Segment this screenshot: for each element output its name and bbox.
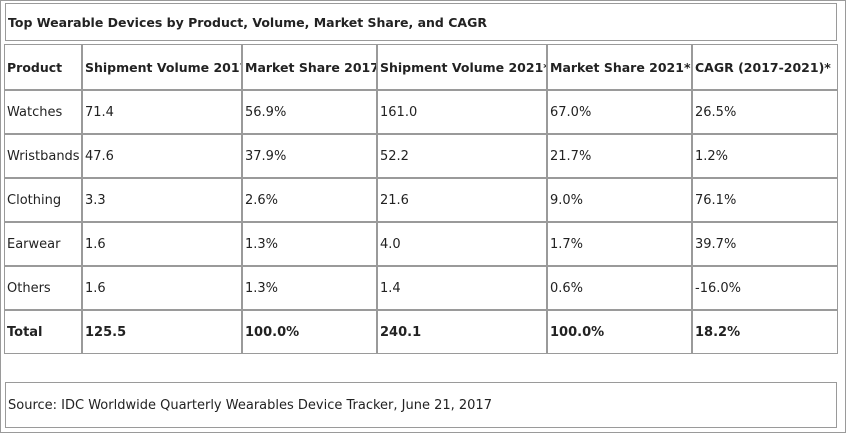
table-cell: 52.2 [377,134,547,178]
product-cell: Others [4,266,82,310]
table-cell: 56.9% [242,90,377,134]
total-label: Total [4,310,82,354]
table-cell: 4.0 [377,222,547,266]
table-row: Watches 71.4 56.9% 161.0 67.0% 26.5% [4,90,838,134]
source-note: Source: IDC Worldwide Quarterly Wearable… [5,382,837,428]
table-cell: 161.0 [377,90,547,134]
table-cell: 39.7% [692,222,838,266]
table-row: Clothing 3.3 2.6% 21.6 9.0% 76.1% [4,178,838,222]
table-cell: 26.5% [692,90,838,134]
table-cell: 47.6 [82,134,242,178]
table-row: Wristbands 47.6 37.9% 52.2 21.7% 1.2% [4,134,838,178]
total-cell: 100.0% [547,310,692,354]
table-cell: 2.6% [242,178,377,222]
total-cell: 18.2% [692,310,838,354]
column-header-product: Product [4,44,82,90]
table-cell: 67.0% [547,90,692,134]
product-cell: Wristbands [4,134,82,178]
column-header-shipment-2021: Shipment Volume 2021* [377,44,547,90]
product-cell: Clothing [4,178,82,222]
total-row: Total 125.5 100.0% 240.1 100.0% 18.2% [4,310,838,354]
table-cell: 3.3 [82,178,242,222]
wearables-table: Product Shipment Volume 2017 Market Shar… [4,44,838,354]
table-cell: 1.6 [82,222,242,266]
column-header-share-2021: Market Share 2021* [547,44,692,90]
table-cell: 1.3% [242,266,377,310]
table-row: Others 1.6 1.3% 1.4 0.6% -16.0% [4,266,838,310]
table-row: Earwear 1.6 1.3% 4.0 1.7% 39.7% [4,222,838,266]
table-cell: 1.6 [82,266,242,310]
table-cell: -16.0% [692,266,838,310]
table-cell: 0.6% [547,266,692,310]
table-cell: 1.7% [547,222,692,266]
table-cell: 1.3% [242,222,377,266]
total-cell: 100.0% [242,310,377,354]
total-cell: 240.1 [377,310,547,354]
product-cell: Watches [4,90,82,134]
table-cell: 21.6 [377,178,547,222]
column-header-shipment-2017: Shipment Volume 2017 [82,44,242,90]
column-header-share-2017: Market Share 2017 [242,44,377,90]
table-cell: 71.4 [82,90,242,134]
column-header-cagr: CAGR (2017-2021)* [692,44,838,90]
table-cell: 1.4 [377,266,547,310]
table-cell: 9.0% [547,178,692,222]
table-cell: 21.7% [547,134,692,178]
product-cell: Earwear [4,222,82,266]
total-cell: 125.5 [82,310,242,354]
table-cell: 1.2% [692,134,838,178]
header-row: Product Shipment Volume 2017 Market Shar… [4,44,838,90]
table-cell: 76.1% [692,178,838,222]
table-title: Top Wearable Devices by Product, Volume,… [5,3,837,41]
table-cell: 37.9% [242,134,377,178]
